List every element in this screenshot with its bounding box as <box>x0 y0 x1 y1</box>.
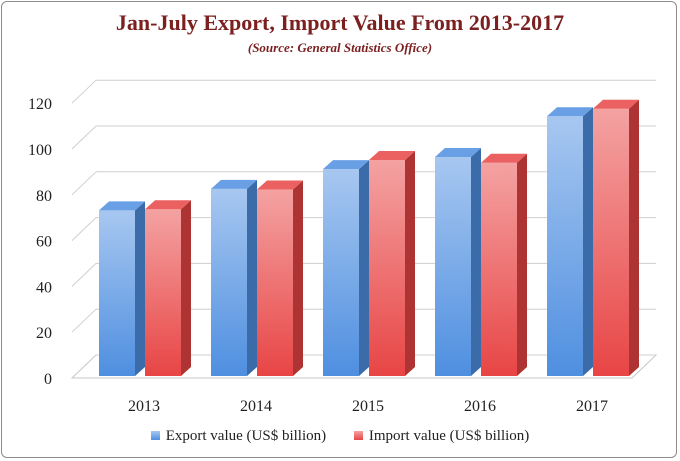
y-tick-label: 120 <box>28 96 52 113</box>
bar-import-2016 <box>481 162 517 376</box>
bar-side-export-2017 <box>583 107 593 377</box>
bar-top-import-2014 <box>257 180 303 190</box>
x-tick-label: 2014 <box>240 398 272 415</box>
bar-export-2017 <box>547 116 583 377</box>
chart-subtitle: (Source: General Statistics Office) <box>247 40 433 55</box>
gridline-depth <box>71 308 97 333</box>
bar-side-export-2013 <box>135 201 145 376</box>
x-tick-label: 2013 <box>128 398 160 415</box>
y-tick-label: 80 <box>36 188 52 205</box>
bar-export-2014 <box>211 188 247 376</box>
bar-import-2015 <box>369 159 405 376</box>
bar-side-import-2017 <box>629 99 639 377</box>
bar-top-export-2016 <box>435 148 481 158</box>
x-tick-label: 2016 <box>464 398 496 415</box>
gridline-depth <box>71 354 97 379</box>
y-tick-label: 100 <box>28 142 52 159</box>
x-tick-label: 2017 <box>576 398 608 415</box>
y-tick-label: 60 <box>36 234 52 251</box>
x-tick-label: 2015 <box>352 398 384 415</box>
y-tick-label: 0 <box>44 371 52 388</box>
gridline-depth <box>71 171 97 196</box>
bar-top-import-2016 <box>481 153 527 163</box>
bar-export-2016 <box>435 157 471 376</box>
bar-top-export-2013 <box>99 201 145 211</box>
legend-label-import: Import value (US$ billion) <box>368 428 530 444</box>
bar-side-export-2016 <box>471 148 481 376</box>
bar-top-import-2013 <box>145 200 191 210</box>
bar-export-2015 <box>323 169 359 376</box>
bar-side-import-2014 <box>293 180 303 376</box>
bar-top-import-2017 <box>593 99 639 109</box>
y-tick-label: 40 <box>36 279 52 296</box>
gridline-depth <box>71 263 97 287</box>
bar-top-import-2015 <box>369 150 415 160</box>
bar-top-export-2015 <box>323 160 369 170</box>
bar-side-import-2016 <box>517 153 527 376</box>
chart-legend: Export value (US$ billion) Import value … <box>2 428 676 445</box>
bar-import-2013 <box>145 209 181 376</box>
bar-side-import-2015 <box>405 150 415 376</box>
bar-top-export-2017 <box>547 107 593 117</box>
bar-side-import-2013 <box>181 200 191 376</box>
gridline-depth <box>71 217 97 241</box>
gridline-depth <box>71 79 97 104</box>
bar-export-2013 <box>99 210 135 376</box>
legend-label-export: Export value (US$ billion) <box>165 428 327 444</box>
y-tick-label: 20 <box>36 325 52 342</box>
bar-import-2017 <box>593 108 629 377</box>
bar-side-export-2015 <box>359 160 369 376</box>
legend-item-import: Import value (US$ billion) <box>353 428 530 445</box>
legend-item-export: Export value (US$ billion) <box>150 428 327 445</box>
bar-side-export-2014 <box>247 179 257 376</box>
bar-top-export-2014 <box>211 179 257 189</box>
legend-swatch-import <box>353 431 363 440</box>
bar-import-2014 <box>257 189 293 376</box>
chart-title: Jan-July Export, Import Value From 2013-… <box>115 10 565 35</box>
legend-swatch-export <box>150 431 160 440</box>
gridline-depth <box>71 125 97 150</box>
